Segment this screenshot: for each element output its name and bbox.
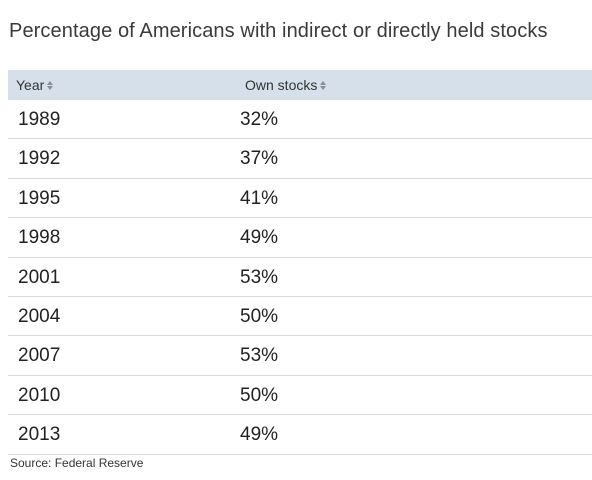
table-body: 1989 32% 1992 37% 1995 41% 1998 49% 2001 53% 2004 5…: [8, 100, 592, 455]
chart-title: Percentage of Americans with indirect or…: [9, 20, 548, 42]
cell-year: 2007: [18, 345, 61, 367]
table-row: 2010 50%: [8, 376, 592, 416]
cell-own-stocks: 53%: [240, 345, 279, 367]
column-header-label: Own stocks: [245, 77, 318, 93]
table-row: 1995 41%: [8, 179, 592, 219]
table-row: 2001 53%: [8, 258, 592, 297]
cell-own-stocks: 41%: [240, 187, 279, 209]
cell-own-stocks: 50%: [240, 384, 279, 406]
table-row: 1992 37%: [8, 139, 592, 179]
column-header-year[interactable]: Year: [16, 70, 54, 100]
cell-own-stocks: 37%: [240, 148, 279, 170]
cell-year: 1998: [18, 227, 61, 249]
column-header-own-stocks[interactable]: Own stocks: [245, 70, 327, 100]
column-header-label: Year: [16, 77, 45, 93]
table-row: 2004 50%: [8, 297, 592, 337]
sort-icon[interactable]: [320, 70, 327, 100]
cell-year: 2001: [18, 266, 61, 288]
cell-year: 1992: [18, 148, 61, 170]
sort-icon[interactable]: [47, 70, 54, 100]
cell-own-stocks: 49%: [240, 424, 279, 446]
table-row: 2007 53%: [8, 336, 592, 376]
source-note: Source: Federal Reserve: [10, 456, 144, 470]
data-table: Year Own stocks 1989 32% 1992 37% 1995 41% 199…: [8, 70, 592, 455]
cell-own-stocks: 53%: [240, 266, 279, 288]
table-row: 1989 32%: [8, 100, 592, 140]
table-row: 1998 49%: [8, 218, 592, 258]
cell-own-stocks: 49%: [240, 227, 279, 249]
cell-own-stocks: 50%: [240, 305, 279, 327]
cell-year: 1989: [18, 109, 61, 130]
table-header: Year Own stocks: [8, 70, 592, 100]
cell-year: 2013: [18, 424, 61, 446]
cell-own-stocks: 32%: [240, 109, 279, 130]
cell-year: 1995: [18, 187, 61, 209]
cell-year: 2004: [18, 305, 61, 327]
table-row: 2013 49%: [8, 415, 592, 455]
cell-year: 2010: [18, 384, 61, 406]
